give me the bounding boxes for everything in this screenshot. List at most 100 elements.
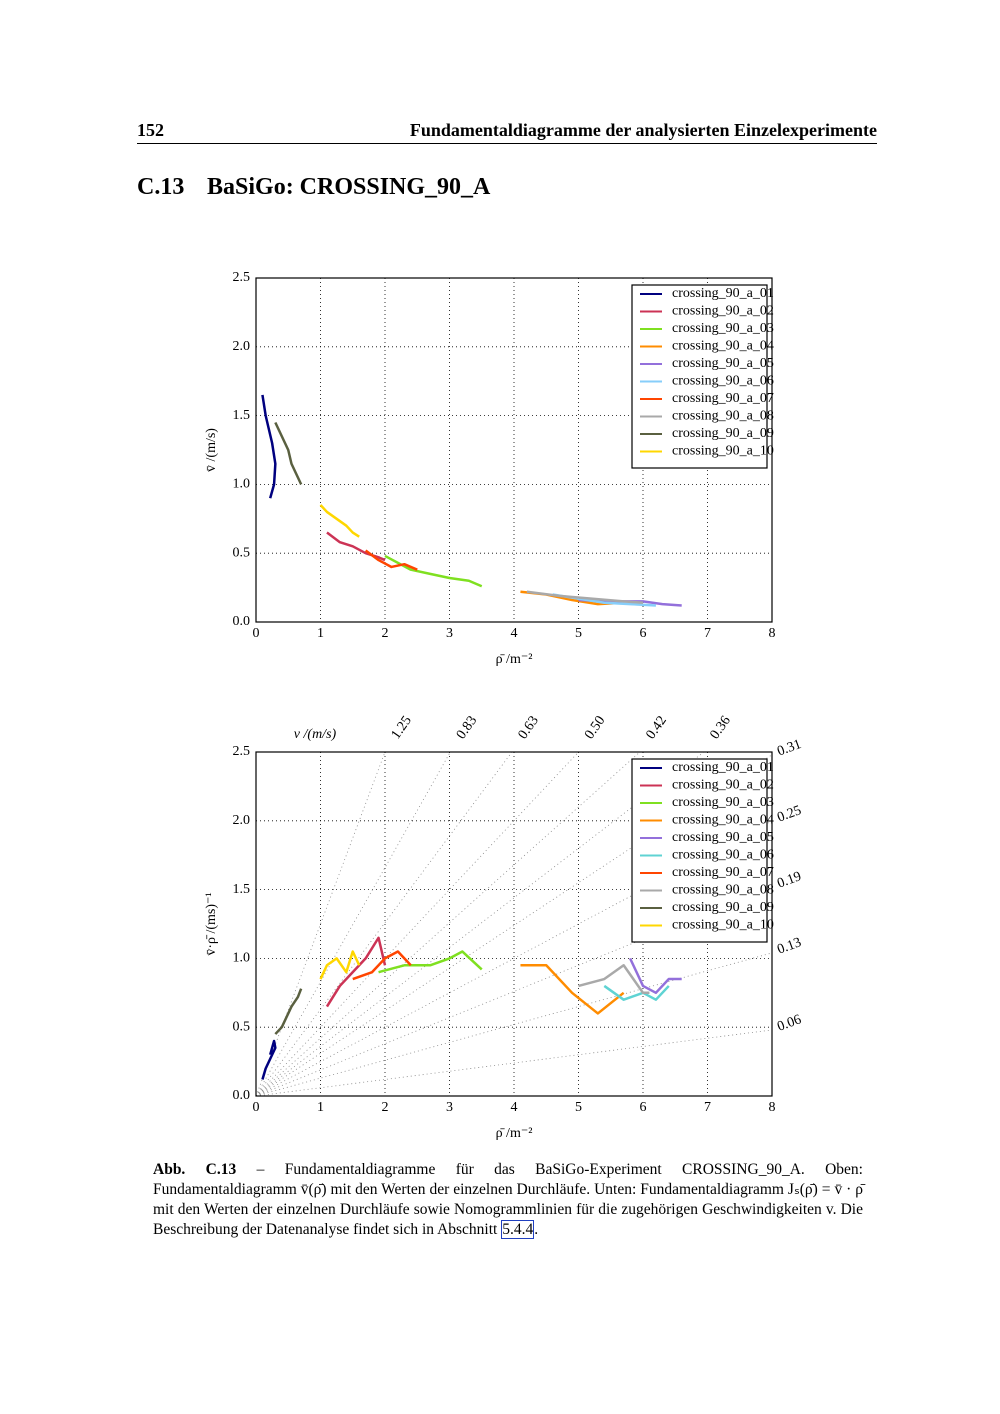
y-tick-label: 2.0 <box>233 813 251 828</box>
nomogram-label: 0.63 <box>516 713 542 742</box>
legend-label: crossing_90_a_03 <box>672 321 774 336</box>
x-tick-label: 0 <box>253 1100 260 1115</box>
nomogram-line <box>255 751 513 1097</box>
x-tick-label: 3 <box>446 626 453 641</box>
series-line <box>352 950 412 981</box>
x-tick-label: 5 <box>575 626 582 641</box>
nomogram-label: 1.25 <box>389 713 415 742</box>
x-tick-label: 3 <box>446 1100 453 1115</box>
caption-text: – Fundamentaldiagramme für das BaSiGo-Ex… <box>153 1161 863 1238</box>
legend-label: crossing_90_a_07 <box>672 865 774 880</box>
caption-label: Abb. C.13 <box>153 1161 237 1178</box>
series-line <box>526 590 644 604</box>
nomogram-label: 0.36 <box>708 713 734 742</box>
legend-label: crossing_90_a_02 <box>672 304 774 319</box>
nomogram-line <box>255 751 641 1097</box>
y-tick-label: 1.0 <box>233 951 251 966</box>
nomogram-label: 0.06 <box>775 1012 803 1034</box>
x-tick-label: 2 <box>382 1100 389 1115</box>
series-line <box>274 421 303 485</box>
section-title: BaSiGo: CROSSING_90_A <box>207 174 491 200</box>
y-tick-label: 2.5 <box>233 744 251 759</box>
x-tick-label: 6 <box>640 1100 647 1115</box>
x-tick-label: 4 <box>511 626 518 641</box>
nomogram-label: 0.50 <box>582 713 608 742</box>
series-line <box>274 988 303 1035</box>
legend-label: crossing_90_a_09 <box>672 426 774 441</box>
y-tick-label: 1.5 <box>233 408 251 423</box>
x-tick-label: 7 <box>704 626 711 641</box>
y-tick-label: 2.5 <box>233 270 251 285</box>
x-tick-label: 1 <box>317 626 324 641</box>
nomogram-axis-label: v /(m/s) <box>294 727 337 742</box>
legend-box <box>631 758 768 943</box>
series-line <box>378 950 483 974</box>
x-axis-label: ρ̄ /m⁻² <box>496 652 533 667</box>
series-line <box>520 964 625 1015</box>
nomogram-label: 0.83 <box>454 713 480 742</box>
series-line <box>578 964 650 995</box>
legend-label: crossing_90_a_04 <box>672 339 774 354</box>
nomogram-label: 0.25 <box>775 803 803 825</box>
legend-label: crossing_90_a_10 <box>672 444 774 459</box>
y-tick-label: 0.5 <box>233 545 251 560</box>
x-tick-label: 4 <box>511 1100 518 1115</box>
plot-frame <box>255 277 773 623</box>
nomogram-line <box>255 820 773 1097</box>
legend-label: crossing_90_a_04 <box>672 813 774 828</box>
legend-label: crossing_90_a_03 <box>672 795 774 810</box>
x-tick-label: 2 <box>382 626 389 641</box>
legend-label: crossing_90_a_06 <box>672 848 774 863</box>
y-tick-label: 1.5 <box>233 882 251 897</box>
x-axis-label: ρ̄ /m⁻² <box>496 1126 533 1141</box>
caption-end: . <box>534 1221 539 1238</box>
nomogram-label: 0.19 <box>775 869 803 891</box>
series-line <box>261 1039 277 1080</box>
section-number: C.13 <box>137 174 185 200</box>
y-tick-label: 0.0 <box>233 614 251 629</box>
legend-label: crossing_90_a_08 <box>672 409 774 424</box>
header-rule <box>137 143 877 144</box>
series-line <box>325 936 387 1008</box>
nomogram-label: 0.31 <box>775 737 803 759</box>
series-line <box>326 531 386 562</box>
legend-label: crossing_90_a_01 <box>672 286 774 301</box>
nomogram-label: 0.13 <box>775 935 803 957</box>
caption: Abb. C.13 – Fundamentaldiagramme für das… <box>153 1160 863 1240</box>
running-title: Fundamentaldiagramme der analysierten Ei… <box>409 120 877 140</box>
series-line <box>319 950 361 980</box>
plot-frame <box>255 751 773 1097</box>
x-tick-label: 8 <box>769 1100 776 1115</box>
legend-label: crossing_90_a_09 <box>672 900 774 915</box>
series-line <box>364 549 418 571</box>
y-tick-label: 0.0 <box>233 1088 251 1103</box>
y-axis-label: v̄ /(m/s) <box>204 428 219 472</box>
legend-label: crossing_90_a_01 <box>672 760 774 775</box>
nomogram-line <box>255 751 451 1097</box>
series-line <box>261 394 277 499</box>
y-tick-label: 1.0 <box>233 477 251 492</box>
x-tick-label: 7 <box>704 1100 711 1115</box>
nomogram-line <box>255 886 773 1097</box>
series-line <box>384 554 483 588</box>
nomogram-line <box>255 751 579 1097</box>
legend-label: crossing_90_a_02 <box>672 778 774 793</box>
legend-label: crossing_90_a_06 <box>672 374 774 389</box>
x-tick-label: 8 <box>769 626 776 641</box>
nomogram-label: 0.42 <box>644 713 670 742</box>
nomogram-line <box>255 1029 773 1097</box>
series-line <box>628 957 682 995</box>
series-line <box>319 504 360 538</box>
legend-label: crossing_90_a_05 <box>672 356 774 371</box>
legend-label: crossing_90_a_08 <box>672 883 774 898</box>
legend-label: crossing_90_a_07 <box>672 391 774 406</box>
y-tick-label: 2.0 <box>233 339 251 354</box>
x-tick-label: 5 <box>575 1100 582 1115</box>
page-number: 152 <box>137 120 164 140</box>
y-tick-label: 0.5 <box>233 1019 251 1034</box>
section-link[interactable]: 5.4.4 <box>501 1220 535 1239</box>
x-tick-label: 1 <box>317 1100 324 1115</box>
y-axis-label: v̄·ρ̄ /(ms)⁻¹ <box>204 892 219 955</box>
